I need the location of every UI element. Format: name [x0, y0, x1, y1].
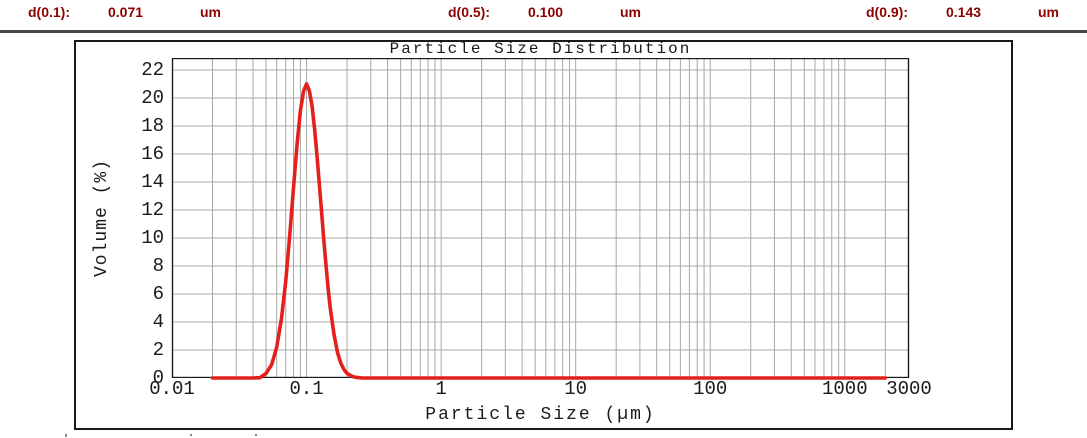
d90-unit: um [1038, 4, 1059, 20]
d50-value: 0.100 [528, 4, 564, 20]
cropped-next-section-tick [65, 434, 67, 437]
cropped-next-section-tick [255, 434, 257, 436]
y-tick-label: 8 [152, 255, 164, 277]
chart-frame [74, 40, 1013, 430]
y-tick-label: 18 [141, 115, 164, 137]
y-tick-label: 6 [152, 283, 164, 305]
d10-label: d(0.1): [28, 4, 70, 20]
chart-title: Particle Size Distribution [389, 40, 692, 58]
y-tick-label: 4 [152, 311, 164, 333]
percentile-header: d(0.1): 0.071 um d(0.5): 0.100 um d(0.9)… [0, 4, 1087, 24]
d90-label: d(0.9): [866, 4, 908, 20]
y-tick-label: 10 [141, 227, 164, 249]
cropped-next-section-tick [190, 434, 192, 436]
y-tick-label: 12 [141, 199, 164, 221]
x-tick-label: 1 [435, 378, 447, 400]
x-tick-label: 100 [693, 378, 728, 400]
d50-label: d(0.5): [448, 4, 490, 20]
plot-border [172, 58, 909, 378]
header-separator-line [0, 30, 1087, 33]
x-tick-label: 10 [564, 378, 588, 400]
y-tick-labels: 0 2 4 6 8 10 12 14 16 18 20 22 [118, 58, 164, 389]
d90-value: 0.143 [946, 4, 982, 20]
x-tick-label: 1000 [821, 378, 868, 400]
plot-svg [171, 58, 910, 380]
volume-distribution-curve [210, 82, 888, 380]
y-tick-label: 14 [141, 171, 164, 193]
d10-value: 0.071 [108, 4, 144, 20]
y-tick-label: 2 [152, 339, 164, 361]
x-axis-title: Particle Size (µm) [425, 405, 656, 425]
y-tick-label: 0 [152, 367, 164, 389]
y-axis-title: Volume (%) [92, 158, 112, 278]
x-tick-label: 0.1 [289, 378, 324, 400]
x-tick-labels: 0.01 0.1 1 10 100 1000 3000 [149, 378, 932, 400]
y-tick-label: 16 [141, 143, 164, 165]
y-tick-label: 20 [141, 87, 164, 109]
y-tick-label: 22 [141, 59, 164, 81]
d50-unit: um [620, 4, 641, 20]
x-tick-label: 0.01 [149, 378, 195, 400]
d10-unit: um [200, 4, 221, 20]
x-tick-label: 3000 [886, 378, 932, 400]
